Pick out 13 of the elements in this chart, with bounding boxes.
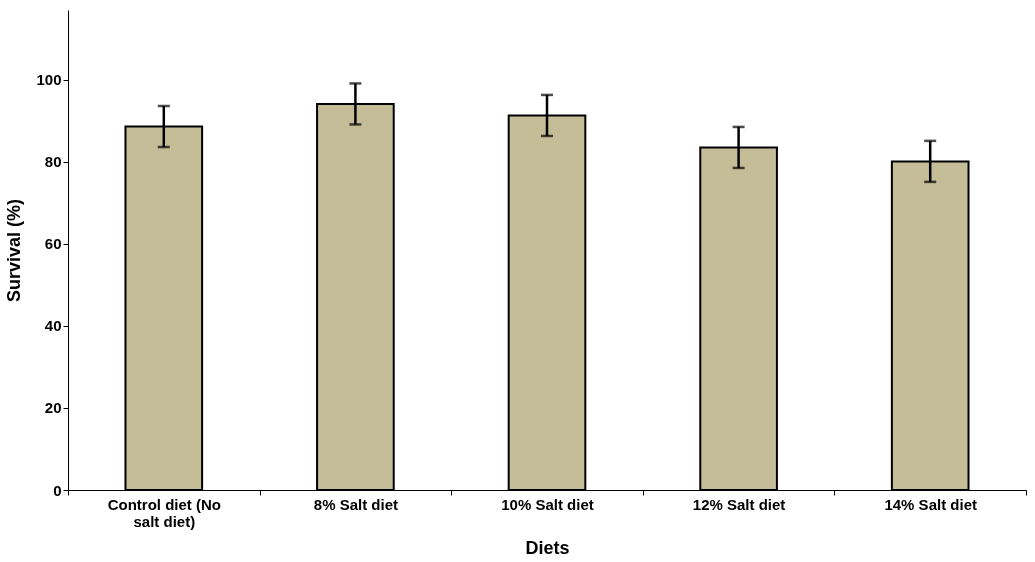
y-tick-label: 0 (53, 481, 62, 499)
y-tick-label: 20 (44, 399, 62, 417)
x-tick-label: 8% Salt diet (313, 495, 398, 513)
x-tick-label: 10% Salt diet (501, 495, 594, 513)
y-tick-label: 60 (44, 235, 62, 253)
x-tick-label: 12% Salt diet (692, 495, 786, 513)
y-axis-title: Survival (%) (4, 198, 25, 303)
y-tick-label: 80 (44, 153, 62, 171)
x-axis-title: Diets (525, 537, 570, 558)
y-tick-label: 100 (36, 71, 62, 89)
x-tick-label: Control diet (No salt diet) (107, 495, 221, 530)
y-tick-label: 40 (44, 317, 62, 335)
x-tick-label: 14% Salt diet (884, 495, 977, 513)
